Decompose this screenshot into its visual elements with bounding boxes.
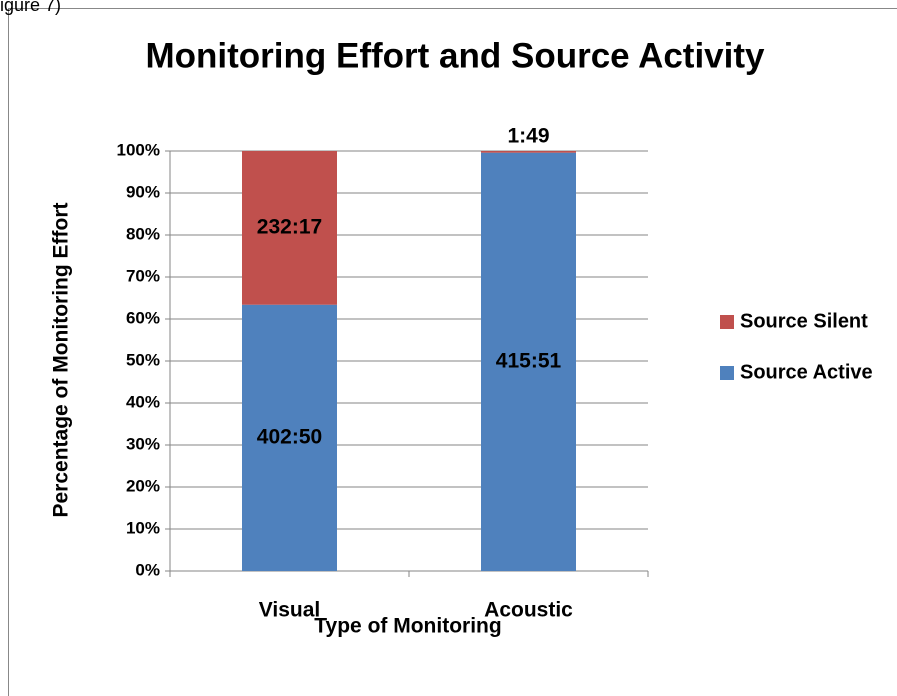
legend-label: Source Active (740, 361, 873, 383)
bar-segment (481, 152, 576, 571)
y-tick-label: 10% (126, 518, 160, 537)
y-tick-label: 70% (126, 266, 160, 285)
chart-frame (8, 8, 897, 696)
legend-label: Source Silent (740, 310, 868, 332)
x-tick-label: Acoustic (484, 599, 573, 622)
legend-swatch (720, 366, 734, 380)
data-label: 1:49 (507, 125, 549, 148)
bar-segment (242, 304, 337, 571)
y-tick-label: 90% (126, 182, 160, 201)
y-tick-label: 40% (126, 392, 160, 411)
bar-segment (481, 151, 576, 153)
y-tick-label: 100% (117, 140, 160, 159)
y-tick-label: 30% (126, 434, 160, 453)
data-label: 232:17 (257, 215, 322, 238)
legend-swatch (720, 315, 734, 329)
data-label: 415:51 (496, 349, 562, 372)
data-label: 402:50 (257, 425, 322, 448)
x-tick-label: Visual (259, 599, 320, 622)
x-axis-title: Type of Monitoring (314, 615, 501, 638)
y-axis-title: Percentage of Monitoring Effort (50, 202, 73, 517)
y-tick-label: 60% (126, 308, 160, 327)
bar-segment (242, 151, 337, 305)
y-tick-label: 0% (135, 560, 160, 579)
y-tick-label: 80% (126, 224, 160, 243)
y-tick-label: 20% (126, 476, 160, 495)
caption: igure 7) (0, 0, 61, 15)
y-tick-label: 50% (126, 350, 160, 369)
chart-title: Monitoring Effort and Source Activity (146, 36, 766, 75)
